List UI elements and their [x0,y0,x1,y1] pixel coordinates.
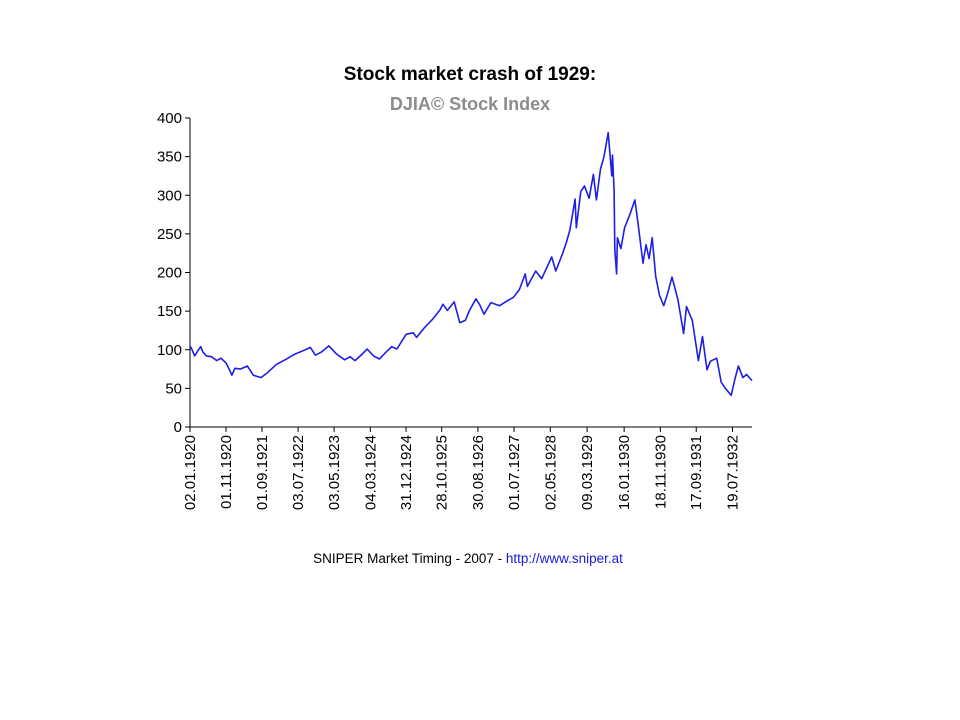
x-tick-label: 28.10.1925 [434,435,451,510]
series-layer [189,131,753,397]
x-tick-label: 04.03.1924 [362,435,379,510]
footer-link[interactable]: http://www.sniper.at [506,551,623,566]
x-tick-label: 01.07.1927 [506,435,523,510]
x-tick-label: 18.11.1930 [652,435,669,509]
x-tick-label: 02.05.1928 [542,435,559,510]
x-tick-label: 01.09.1921 [254,435,271,510]
x-tick-label: 03.07.1922 [290,435,307,510]
y-tick-label: 200 [157,265,182,282]
footer-line: SNIPER Market Timing - 2007 - http://www… [313,551,623,566]
x-tick-label: 19.07.1932 [724,435,741,510]
chart-subtitle: DJIA© Stock Index [390,94,550,114]
x-tick-label: 17.09.1931 [688,435,705,510]
y-tick-label: 50 [165,380,182,397]
x-tick-label: 01.11.1920 [218,435,235,509]
x-tick-labels: 02.01.1920 01.11.1920 01.09.1921 03.07.1922… [182,435,741,510]
series-line-djia [189,131,753,397]
x-tick-label: 03.05.1923 [326,435,343,510]
y-tick-label: 100 [157,342,182,359]
y-tick-label: 350 [157,149,182,166]
y-tick-label: 150 [157,303,182,320]
y-tick-label: 400 [157,110,182,127]
x-tick-label: 02.01.1920 [182,435,199,510]
chart-title: Stock market crash of 1929: [344,64,596,85]
y-tick-label: 250 [157,226,182,243]
footer-credit: SNIPER Market Timing - 2007 - [313,551,506,566]
x-tick-label: 16.01.1930 [616,435,633,510]
y-tick-labels: 0 50 100 150 200 250 300 350 400 [157,110,182,436]
x-tick-label: 09.03.1929 [579,435,596,510]
x-tick-label: 31.12.1924 [398,435,415,510]
x-tick-label: 30.08.1926 [470,435,487,510]
tick-marks [185,117,733,432]
y-tick-label: 300 [157,187,182,204]
y-tick-label: 0 [174,419,182,436]
